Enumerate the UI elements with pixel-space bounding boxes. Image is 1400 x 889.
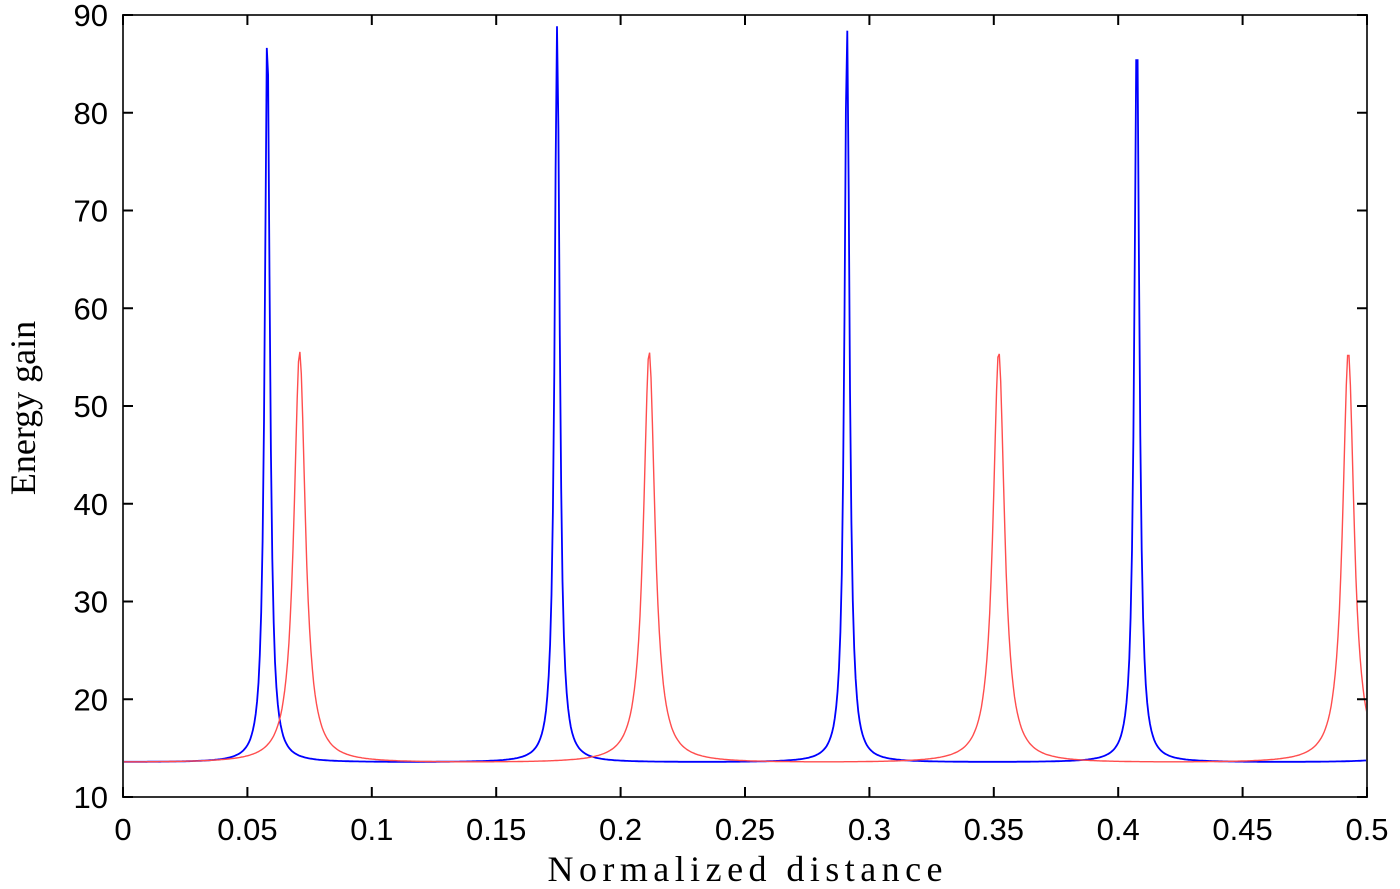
x-tick-label: 0.25 (715, 812, 775, 847)
y-tick-label: 40 (74, 487, 108, 522)
x-axis-tick-labels: 0 0.05 0.1 0.15 0.2 0.25 0.3 0.35 0.4 0.45 0.5 (114, 812, 1388, 847)
x-tick-label: 0.4 (1097, 812, 1140, 847)
x-tick-label: 0.45 (1212, 812, 1272, 847)
y-tick-label: 90 (74, 0, 108, 33)
y-tick-label: 20 (74, 682, 108, 717)
y-axis-title: Energy gain (3, 321, 43, 495)
y-tick-label: 50 (74, 389, 108, 424)
x-tick-label: 0 (114, 812, 131, 847)
y-tick-label: 60 (74, 291, 108, 326)
series-line-red (123, 351, 1367, 763)
x-tick-label: 0.3 (848, 812, 891, 847)
axis-ticks (122, 14, 1368, 798)
x-tick-label: 0.1 (350, 812, 393, 847)
y-tick-label: 30 (74, 585, 108, 620)
x-tick-label: 0.15 (466, 812, 526, 847)
y-tick-label: 10 (74, 780, 108, 815)
x-tick-label: 0.35 (964, 812, 1024, 847)
x-tick-label: 0.5 (1345, 812, 1388, 847)
y-axis-tick-labels: 10 20 30 40 50 60 70 80 90 (74, 0, 108, 815)
series-line-blue (123, 26, 1367, 763)
y-tick-label: 80 (74, 96, 108, 131)
series-layer (123, 26, 1367, 763)
plot-frame (122, 14, 1368, 798)
plot-area (123, 26, 1367, 763)
x-tick-label: 0.05 (217, 812, 277, 847)
x-axis-title: Normalized distance (548, 849, 943, 889)
y-tick-label: 70 (74, 194, 108, 229)
x-tick-label: 0.2 (599, 812, 642, 847)
